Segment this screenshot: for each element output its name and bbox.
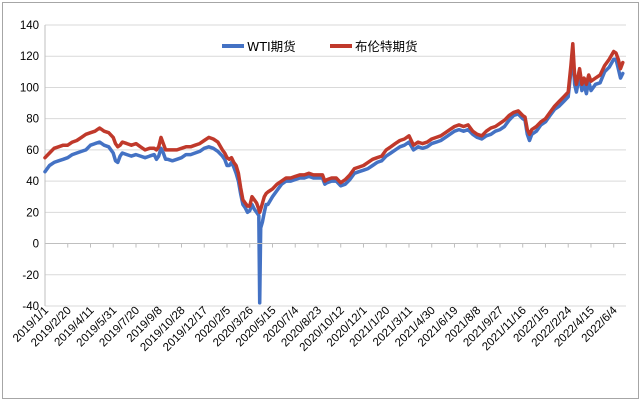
series-lines — [43, 41, 625, 305]
y-tick-label: 140 — [20, 20, 39, 32]
y-tick-label: 40 — [26, 176, 39, 188]
y-tick-label: 60 — [26, 145, 39, 157]
chart-frame — [2, 2, 639, 399]
y-tick-label: -20 — [22, 270, 39, 282]
legend-label-1: 布伦特期货 — [355, 39, 418, 54]
series-line-0 — [43, 48, 625, 305]
gridlines — [45, 24, 626, 307]
legend-label-0: WTI期货 — [247, 39, 296, 54]
x-axis: 2019/1/12019/2/202019/4/112019/5/312019/… — [11, 243, 626, 354]
y-tick-label: 20 — [26, 207, 39, 219]
legend: WTI期货 布伦特期货 — [222, 39, 418, 54]
y-tick-label: 120 — [20, 51, 39, 63]
y-tick-label: -40 — [22, 301, 39, 313]
y-tick-label: 100 — [20, 82, 39, 94]
y-axis: -40 -20 0 20 40 60 80 100 120 140 — [20, 20, 46, 313]
y-tick-label: 0 — [33, 239, 39, 251]
series-line-1 — [43, 41, 625, 215]
y-tick-label: 80 — [26, 114, 39, 126]
